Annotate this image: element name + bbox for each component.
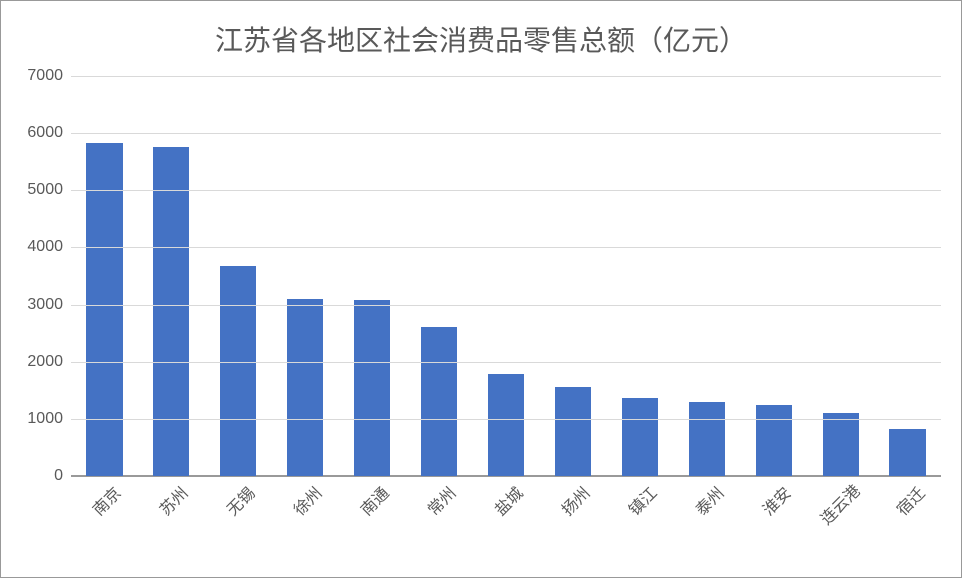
bar (287, 299, 323, 476)
y-tick-label: 7000 (27, 67, 63, 85)
x-label-slot: 徐州 (272, 481, 339, 551)
y-tick-label: 0 (54, 467, 63, 485)
x-tick-label: 徐州 (287, 480, 327, 520)
bar (823, 413, 859, 476)
bar-slot (874, 76, 941, 476)
y-tick-label: 4000 (27, 238, 63, 256)
bar-slot (339, 76, 406, 476)
plot-area: 01000200030004000500060007000 (71, 76, 941, 476)
chart-title: 江苏省各地区社会消费品零售总额（亿元） (1, 1, 961, 59)
x-tick-label: 泰州 (689, 480, 729, 520)
grid-line (71, 76, 941, 77)
x-tick-label: 常州 (421, 480, 461, 520)
bar (622, 398, 658, 476)
x-tick-label: 镇江 (622, 480, 662, 520)
bar (421, 327, 457, 476)
bar-slot (740, 76, 807, 476)
x-tick-label: 宿迁 (889, 480, 929, 520)
grid-line (71, 362, 941, 363)
x-label-slot: 苏州 (138, 481, 205, 551)
bar (889, 429, 925, 476)
bars-region (71, 76, 941, 476)
y-tick-label: 6000 (27, 124, 63, 142)
bar (555, 387, 591, 476)
bar-slot (606, 76, 673, 476)
x-label-slot: 淮安 (740, 481, 807, 551)
bar (488, 374, 524, 476)
x-label-slot: 镇江 (606, 481, 673, 551)
x-tick-label: 苏州 (153, 480, 193, 520)
x-label-slot: 南京 (71, 481, 138, 551)
x-tick-label: 南通 (354, 480, 394, 520)
bar-slot (807, 76, 874, 476)
x-label-slot: 宿迁 (874, 481, 941, 551)
bar (86, 143, 122, 476)
x-label-slot: 无锡 (205, 481, 272, 551)
bar-slot (406, 76, 473, 476)
x-tick-label: 连云港 (813, 478, 864, 529)
bar-slot (71, 76, 138, 476)
bar (689, 402, 725, 476)
bar (220, 266, 256, 476)
x-tick-label: 无锡 (220, 480, 260, 520)
grid-line (71, 476, 941, 477)
x-label-slot: 连云港 (807, 481, 874, 551)
y-tick-label: 1000 (27, 410, 63, 428)
x-tick-label: 扬州 (555, 480, 595, 520)
grid-line (71, 419, 941, 420)
grid-line (71, 305, 941, 306)
x-label-slot: 泰州 (673, 481, 740, 551)
y-tick-label: 5000 (27, 181, 63, 199)
y-tick-label: 3000 (27, 296, 63, 314)
bar-slot (272, 76, 339, 476)
x-label-slot: 南通 (339, 481, 406, 551)
x-label-slot: 常州 (406, 481, 473, 551)
bar-slot (473, 76, 540, 476)
x-label-slot: 盐城 (473, 481, 540, 551)
x-tick-label: 盐城 (488, 480, 528, 520)
bar (354, 300, 390, 476)
bar-slot (539, 76, 606, 476)
chart-container: 江苏省各地区社会消费品零售总额（亿元） 01000200030004000500… (0, 0, 962, 578)
x-tick-label: 南京 (86, 480, 126, 520)
x-axis-labels: 南京苏州无锡徐州南通常州盐城扬州镇江泰州淮安连云港宿迁 (71, 481, 941, 551)
grid-line (71, 247, 941, 248)
grid-line (71, 133, 941, 134)
bar-slot (205, 76, 272, 476)
bar (756, 405, 792, 476)
y-tick-label: 2000 (27, 353, 63, 371)
bar-slot (138, 76, 205, 476)
bar-slot (673, 76, 740, 476)
bar (153, 147, 189, 476)
x-tick-label: 淮安 (756, 480, 796, 520)
grid-line (71, 190, 941, 191)
x-label-slot: 扬州 (539, 481, 606, 551)
